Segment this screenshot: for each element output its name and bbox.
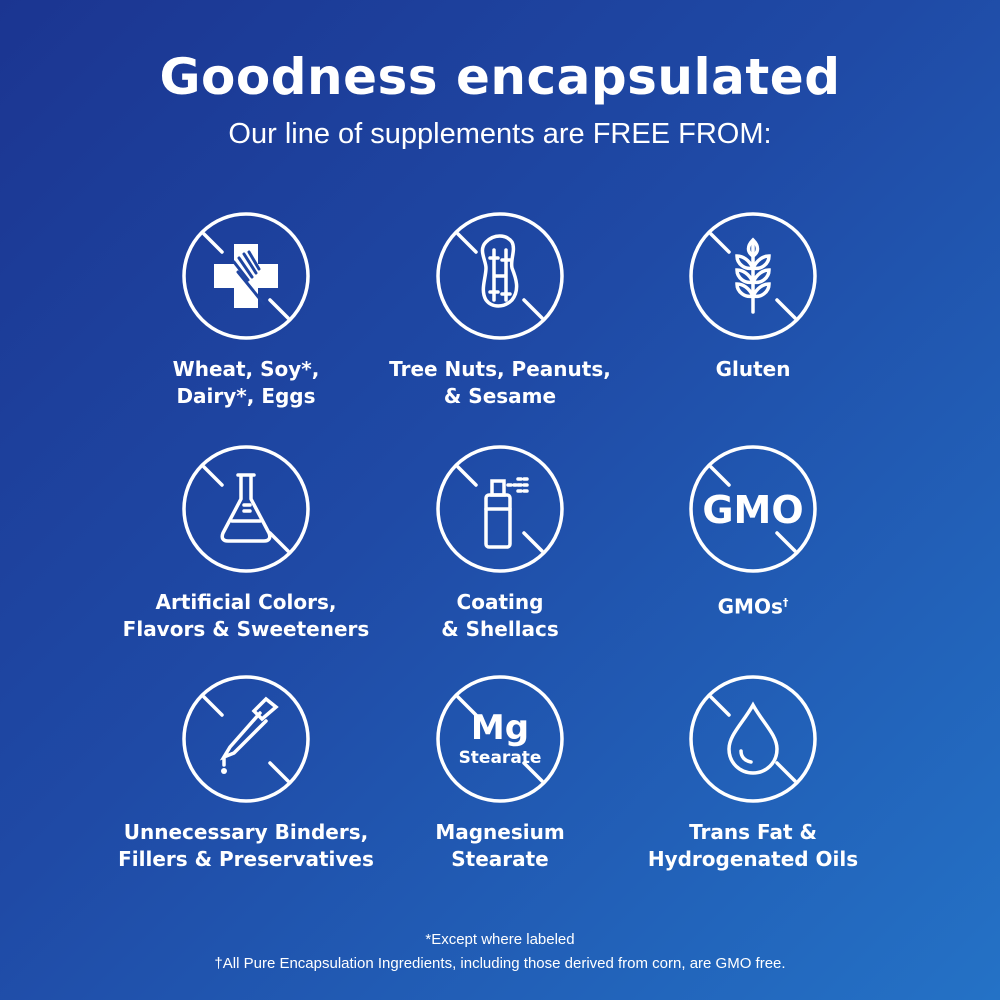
peanut-icon bbox=[436, 212, 564, 340]
prohibition-slash bbox=[202, 232, 224, 254]
prohibition-slash bbox=[709, 465, 731, 487]
item-label: Magnesium Stearate bbox=[435, 820, 565, 871]
prohibition-slash bbox=[268, 531, 290, 553]
item-label: Artificial Colors, Flavors & Sweeteners bbox=[122, 590, 370, 641]
footnote-gmo: †All Pure Encapsulation Ingredients, inc… bbox=[214, 955, 786, 972]
free-from-item: Gluten bbox=[603, 210, 903, 383]
prohibition-circle bbox=[436, 675, 564, 803]
item-label: Wheat, Soy*, Dairy*, Eggs bbox=[172, 357, 320, 408]
free-from-item: Coating & Shellacs bbox=[350, 443, 650, 643]
prohibition-slash bbox=[522, 531, 544, 553]
free-from-item: Mg Stearate Magnesium Stearate bbox=[350, 673, 650, 873]
item-label: Trans Fat & Hydrogenated Oils bbox=[647, 820, 859, 871]
prohibition-slash bbox=[709, 695, 731, 717]
prohibition-circle bbox=[182, 212, 310, 340]
prohibition-slash bbox=[202, 695, 224, 717]
prohibition-slash bbox=[456, 695, 478, 717]
prohibition-slash bbox=[775, 298, 797, 320]
prohibition-slash bbox=[456, 232, 478, 254]
free-from-item: Trans Fat & Hydrogenated Oils bbox=[603, 673, 903, 873]
prohibition-circle bbox=[689, 675, 817, 803]
gmo-text-icon: GMO bbox=[689, 445, 817, 573]
item-label: Unnecessary Binders, Fillers & Preservat… bbox=[118, 820, 374, 871]
item-label: Coating & Shellacs bbox=[441, 590, 559, 641]
wheat-icon bbox=[689, 212, 817, 340]
free-from-item: Unnecessary Binders, Fillers & Preservat… bbox=[96, 673, 396, 873]
prohibition-circle bbox=[182, 445, 310, 573]
flask-icon bbox=[182, 445, 310, 573]
stearate-icon-text: Stearate bbox=[459, 748, 542, 768]
prohibition-slash bbox=[268, 761, 290, 783]
page-title: Goodness encapsulated bbox=[159, 48, 841, 106]
item-label: Tree Nuts, Peanuts, & Sesame bbox=[389, 357, 611, 408]
prohibition-slash bbox=[202, 465, 224, 487]
prohibition-slash bbox=[522, 298, 544, 320]
free-from-item: Wheat, Soy*, Dairy*, Eggs bbox=[96, 210, 396, 410]
oil-drop-icon bbox=[689, 675, 817, 803]
prohibition-circle bbox=[182, 675, 310, 803]
prohibition-circle bbox=[689, 212, 817, 340]
prohibition-circle bbox=[436, 212, 564, 340]
page-subtitle: Our line of supplements are FREE FROM: bbox=[228, 118, 772, 150]
prohibition-slash bbox=[775, 761, 797, 783]
prohibition-slash bbox=[709, 232, 731, 254]
mg-icon-text: Mg bbox=[471, 708, 529, 748]
free-from-item: Tree Nuts, Peanuts, & Sesame bbox=[350, 210, 650, 410]
footnote-except: *Except where labeled bbox=[425, 931, 575, 948]
item-label: Gluten bbox=[715, 357, 791, 381]
prohibition-circle bbox=[689, 445, 817, 573]
prohibition-circle bbox=[436, 445, 564, 573]
prohibition-slash bbox=[522, 761, 544, 783]
spray-can-icon bbox=[436, 445, 564, 573]
prohibition-slash bbox=[456, 465, 478, 487]
free-from-item: Artificial Colors, Flavors & Sweeteners bbox=[96, 443, 396, 643]
dropper-icon bbox=[182, 675, 310, 803]
prohibition-slash bbox=[775, 531, 797, 553]
allergen-cross-fork-icon bbox=[182, 212, 310, 340]
item-label: GMOs† bbox=[717, 594, 789, 619]
prohibition-slash bbox=[268, 298, 290, 320]
free-from-item: GMO GMOs† bbox=[603, 443, 903, 621]
gmo-icon-text: GMO bbox=[702, 488, 803, 532]
